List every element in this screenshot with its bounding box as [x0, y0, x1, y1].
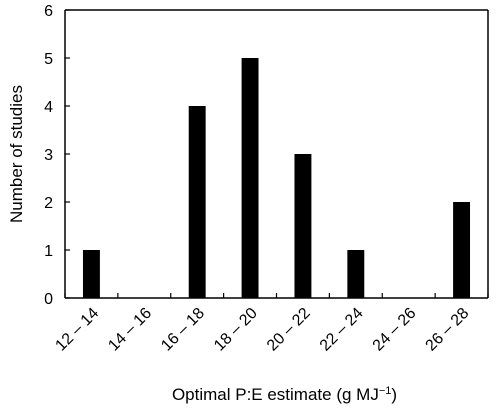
x-ticks: 12 – 14 14 – 16 16 – 18 18 – 20 20 – 22 22 – … [52, 293, 489, 355]
y-tick-label: 2 [44, 195, 53, 212]
x-axis-label-exponent: −1 [379, 385, 392, 397]
x-tick-label: 18 – 20 [211, 305, 261, 355]
x-tick-label: 14 – 16 [105, 305, 155, 355]
bar [294, 154, 312, 298]
y-tick-label: 1 [44, 243, 53, 260]
y-axis-label: Number of studies [7, 85, 26, 223]
bar [347, 250, 365, 298]
x-tick-label: 16 – 18 [158, 305, 208, 355]
bars [82, 58, 471, 298]
y-tick-label: 6 [44, 3, 53, 20]
y-tick-label: 4 [44, 99, 53, 116]
y-tick-label: 0 [44, 291, 53, 308]
y-ticks: 0 1 2 3 4 5 6 [44, 3, 70, 308]
x-axis-label: Optimal P:E estimate (g MJ−1) [172, 385, 397, 404]
y-tick-label: 5 [44, 51, 53, 68]
x-tick-label: 22 – 24 [317, 305, 367, 355]
x-tick-label: 26 – 28 [423, 305, 473, 355]
x-axis-label-text: Optimal P:E estimate (g MJ [172, 385, 379, 404]
y-tick-label: 3 [44, 147, 53, 164]
plot-area: 0 1 2 3 4 5 6 12 – 14 14 – 16 16 – 18 18 – 20 20 –… [44, 3, 489, 355]
bar [82, 250, 100, 298]
x-tick-label: 20 – 22 [264, 305, 314, 355]
bar [241, 58, 259, 298]
x-tick-label: 12 – 14 [52, 305, 102, 355]
bar [188, 106, 206, 298]
bar [453, 202, 471, 298]
x-axis-label-close: ) [391, 385, 397, 404]
x-tick-label: 24 – 26 [370, 305, 420, 355]
